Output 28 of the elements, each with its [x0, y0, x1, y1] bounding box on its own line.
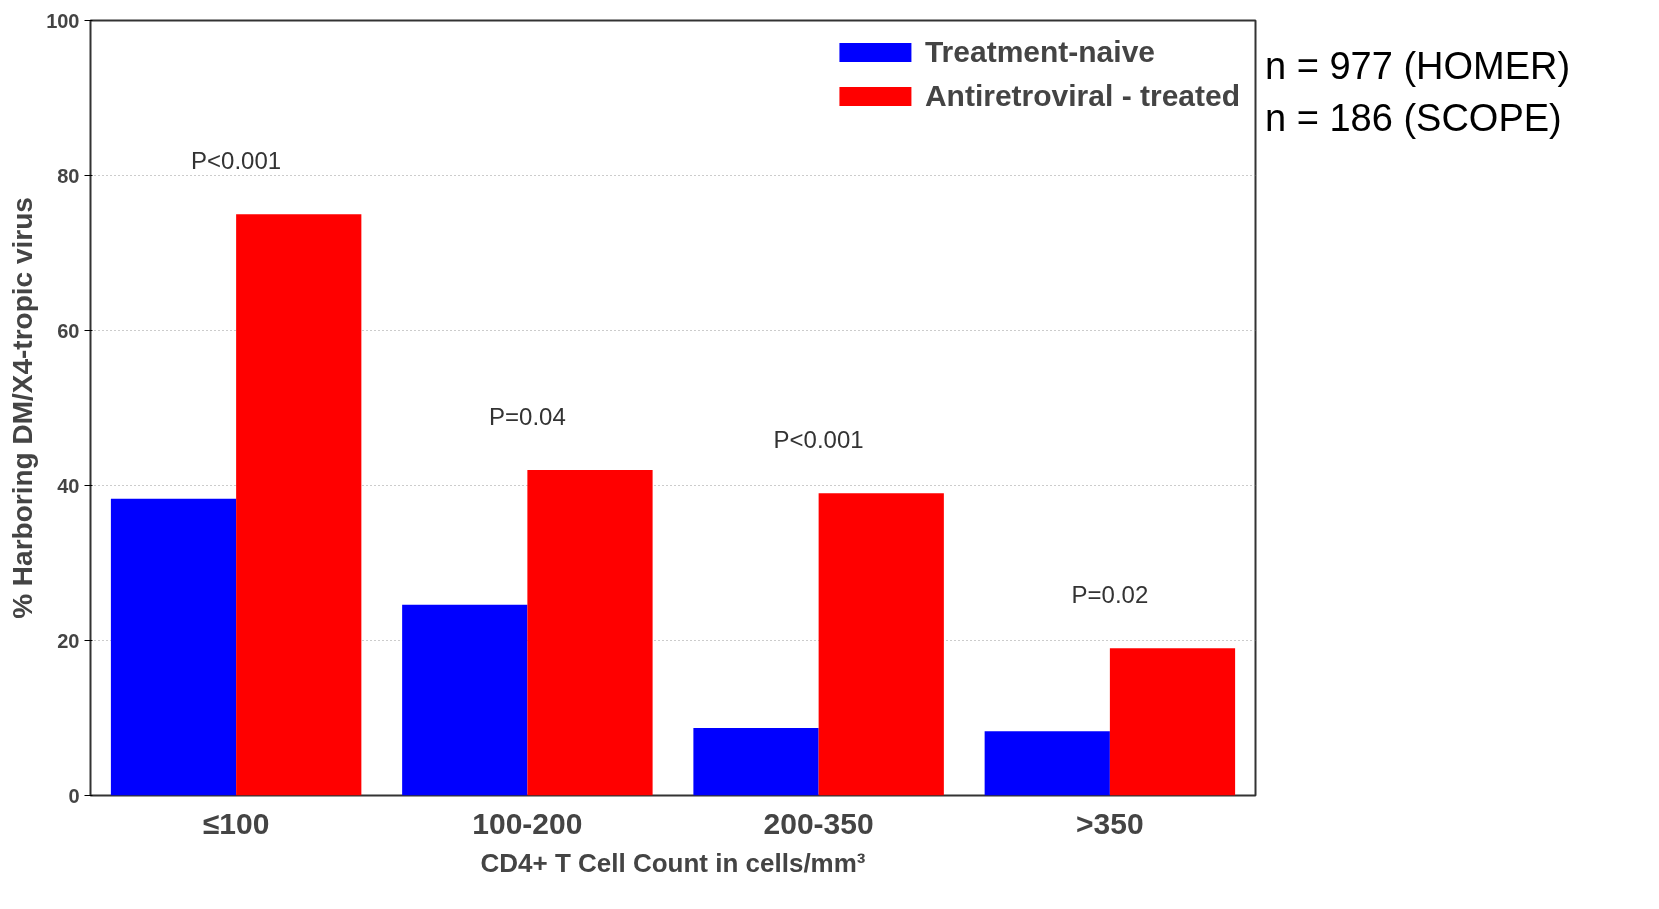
legend-label: Antiretroviral - treated [924, 79, 1240, 113]
bar [1109, 648, 1236, 796]
y-tick-label: 40 [57, 474, 80, 497]
bar [236, 214, 362, 796]
annotation: P=0.04 [489, 403, 566, 430]
annotation: P<0.001 [191, 147, 282, 175]
annotation: P<0.001 [773, 426, 864, 454]
text: n = 977 (HOMER) [1265, 45, 1571, 87]
text: n = 186 (SCOPE) [1265, 97, 1562, 139]
bar [818, 493, 944, 796]
bar [527, 470, 653, 796]
x-tick-label: >350 [1076, 806, 1144, 840]
bar [693, 728, 819, 796]
bar [402, 604, 528, 796]
y-tick-label: 60 [57, 319, 80, 342]
bar [110, 498, 237, 796]
x-axis-title: CD4+ T Cell Count in cells/mm³ [480, 847, 866, 878]
x-tick-label: 200-350 [763, 806, 874, 840]
y-tick-label: 80 [57, 164, 80, 187]
y-axis-title: % Harboring DM/X4-tropic virus [7, 197, 39, 619]
legend-label: Treatment-naive [924, 35, 1156, 69]
x-tick-label: ≤100 [202, 806, 270, 840]
x-tick-label: 100-200 [472, 806, 583, 840]
y-tick-label: 100 [46, 9, 80, 32]
y-tick-label: 0 [68, 784, 80, 807]
y-tick-label: 20 [57, 629, 80, 652]
bar [984, 731, 1110, 796]
annotation: P=0.02 [1071, 581, 1149, 609]
